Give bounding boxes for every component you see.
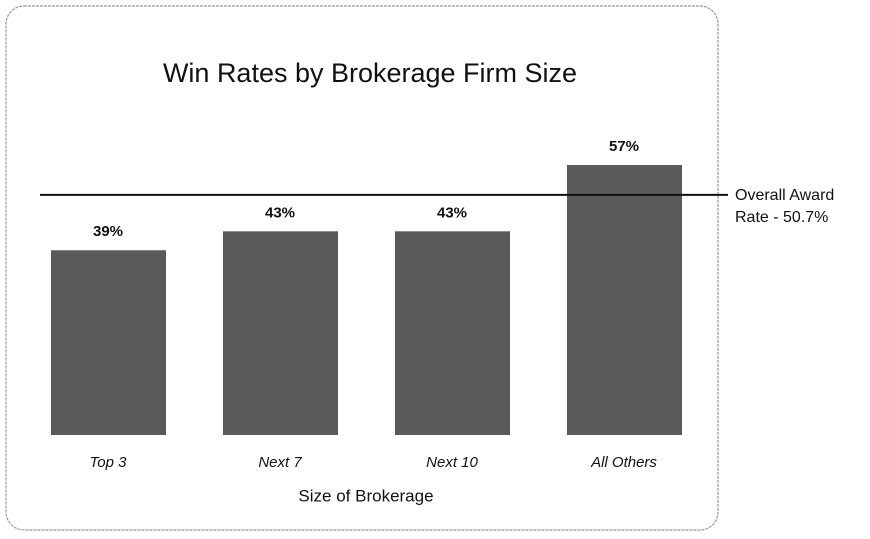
x-tick-label: Next 10 [426, 454, 478, 471]
x-tick-label: Next 7 [258, 454, 302, 471]
value-label: 39% [93, 223, 123, 240]
bar [51, 250, 166, 435]
reference-label: Overall Award [735, 187, 834, 204]
bar [567, 165, 682, 435]
x-axis-label: Size of Brokerage [298, 486, 433, 505]
value-label: 43% [437, 204, 467, 221]
value-label: 57% [609, 138, 639, 155]
x-tick-label: All Others [590, 454, 657, 471]
bar [395, 231, 510, 435]
chart-frame [5, 5, 719, 531]
x-tick-label: Top 3 [90, 454, 128, 471]
value-label: 43% [265, 204, 295, 221]
bar [223, 231, 338, 435]
chart-title: Win Rates by Brokerage Firm Size [163, 58, 577, 88]
reference-label: Rate - 50.7% [735, 209, 828, 226]
